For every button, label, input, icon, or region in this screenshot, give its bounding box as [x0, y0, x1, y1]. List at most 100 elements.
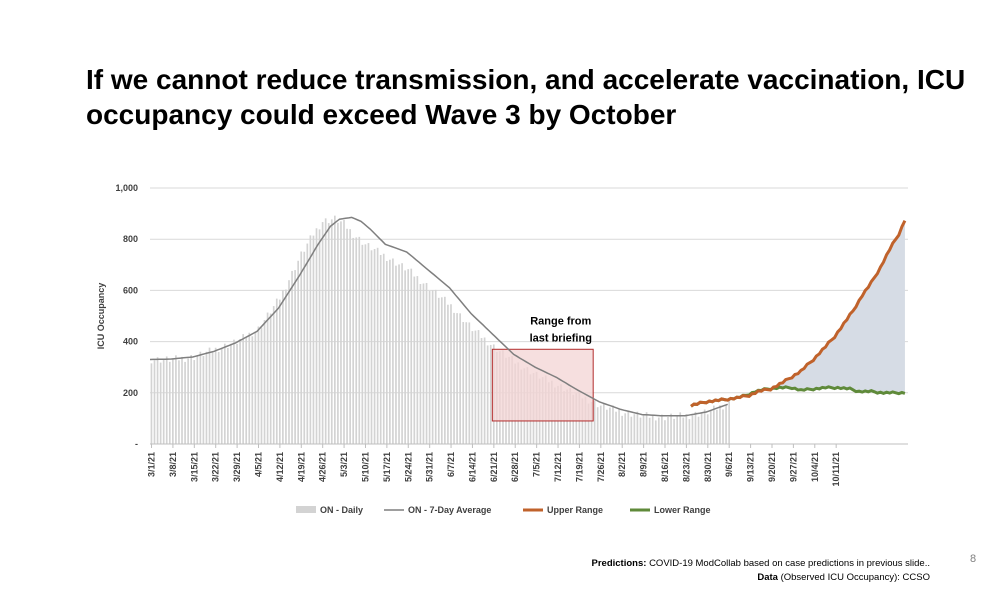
- daily-bar: [159, 362, 162, 444]
- daily-bar: [175, 355, 177, 444]
- daily-bar: [609, 407, 611, 444]
- daily-bar: [404, 270, 406, 444]
- slide-title: If we cannot reduce transmission, and ac…: [86, 64, 966, 130]
- daily-bar: [385, 260, 388, 444]
- range-box-layer: Range from last briefing: [491, 315, 594, 422]
- footer-data-label: Data: [757, 572, 778, 583]
- x-tick-label: 8/30/21: [703, 452, 713, 482]
- footer-data-text: (Observed ICU Occupancy): CCSO: [780, 572, 930, 583]
- x-tick-label: 4/12/21: [275, 452, 285, 482]
- daily-bar: [340, 221, 342, 444]
- daily-bar: [434, 289, 437, 444]
- daily-bar: [266, 312, 269, 444]
- x-tick-label: 6/28/21: [510, 452, 520, 482]
- daily-bar: [688, 419, 691, 444]
- x-tick-label: 7/12/21: [553, 452, 563, 482]
- daily-bar: [272, 306, 275, 444]
- footer: Predictions: COVID-19 ModCollab based on…: [592, 557, 930, 585]
- x-tick-label: 9/13/21: [746, 452, 756, 482]
- daily-bar: [337, 222, 339, 444]
- daily-bar: [352, 237, 355, 444]
- daily-bar: [486, 345, 489, 444]
- daily-bar: [444, 296, 446, 444]
- daily-bar: [465, 322, 468, 444]
- daily-bar: [297, 260, 300, 444]
- x-tick-label: 3/1/21: [147, 452, 157, 477]
- daily-bar: [691, 415, 694, 444]
- daily-bar: [410, 268, 413, 444]
- daily-bar: [275, 298, 278, 444]
- daily-bar: [706, 414, 709, 444]
- daily-bar: [187, 358, 189, 444]
- lines-layer: [149, 216, 907, 417]
- y-axis-title: ICU Occupancy: [96, 283, 106, 350]
- daily-bar: [202, 355, 205, 444]
- average-line: [149, 216, 728, 417]
- daily-bar: [596, 407, 599, 444]
- daily-bar: [477, 330, 480, 444]
- daily-bar: [447, 304, 449, 444]
- daily-bar: [450, 304, 452, 444]
- daily-bar: [242, 334, 244, 444]
- legend-swatch-daily: [296, 506, 316, 513]
- daily-bar: [248, 332, 251, 444]
- daily-bar: [346, 228, 348, 444]
- y-tick-label: 400: [123, 337, 138, 347]
- x-tick-label: 9/27/21: [788, 452, 798, 482]
- daily-bar: [184, 361, 186, 444]
- daily-bar: [587, 403, 590, 444]
- daily-bar: [205, 351, 208, 444]
- daily-bar: [599, 405, 602, 444]
- daily-bar: [376, 247, 379, 444]
- x-tick-label: 8/9/21: [639, 452, 649, 477]
- daily-bar: [462, 321, 465, 444]
- daily-bar: [223, 343, 226, 444]
- daily-bar: [172, 358, 174, 444]
- daily-bar: [392, 258, 394, 444]
- legend-label: ON - 7-Day Average: [408, 505, 491, 515]
- daily-bar: [303, 251, 306, 444]
- footer-predictions: Predictions: COVID-19 ModCollab based on…: [592, 557, 930, 571]
- daily-bar: [156, 357, 159, 444]
- daily-bar: [694, 411, 697, 444]
- daily-bar: [615, 411, 617, 444]
- daily-bar: [703, 409, 706, 444]
- daily-bar: [590, 401, 593, 444]
- x-tick-label: 10/11/21: [831, 452, 841, 487]
- daily-bar: [153, 360, 156, 444]
- daily-bar: [633, 414, 636, 444]
- daily-bar: [654, 420, 657, 444]
- daily-bar: [288, 280, 290, 444]
- x-tick-label: 9/6/21: [724, 452, 734, 477]
- legend: ON - Daily ON - 7-Day Average Upper Range L…: [296, 505, 711, 515]
- daily-bar: [239, 339, 241, 444]
- x-tick-label: 5/24/21: [403, 452, 413, 482]
- daily-bar: [162, 359, 165, 444]
- daily-bar: [627, 410, 630, 444]
- x-tick-label: 8/2/21: [617, 452, 627, 477]
- daily-bar: [208, 347, 211, 444]
- annotation-line-2: last briefing: [530, 332, 592, 344]
- daily-bar: [233, 339, 235, 444]
- daily-bar: [278, 299, 281, 444]
- y-tick-label: -: [135, 439, 138, 449]
- daily-bar: [269, 313, 272, 444]
- projection-area: [690, 220, 905, 406]
- lower-range-line: [690, 385, 906, 408]
- x-tick-label: 5/3/21: [339, 452, 349, 477]
- daily-bar: [343, 220, 345, 444]
- daily-bar: [673, 418, 675, 444]
- daily-bar: [330, 219, 333, 444]
- legend-label: Lower Range: [654, 505, 711, 515]
- daily-bar: [193, 360, 196, 444]
- daily-bar: [413, 276, 416, 444]
- footer-data: Data (Observed ICU Occupancy): CCSO: [592, 571, 930, 585]
- x-tick-label: 6/21/21: [489, 452, 499, 482]
- x-tick-label: 7/5/21: [532, 452, 542, 477]
- daily-bar: [624, 413, 627, 444]
- projection-fill: [690, 220, 905, 406]
- daily-bar: [168, 361, 171, 444]
- daily-bar: [150, 363, 153, 444]
- daily-bar: [645, 412, 648, 444]
